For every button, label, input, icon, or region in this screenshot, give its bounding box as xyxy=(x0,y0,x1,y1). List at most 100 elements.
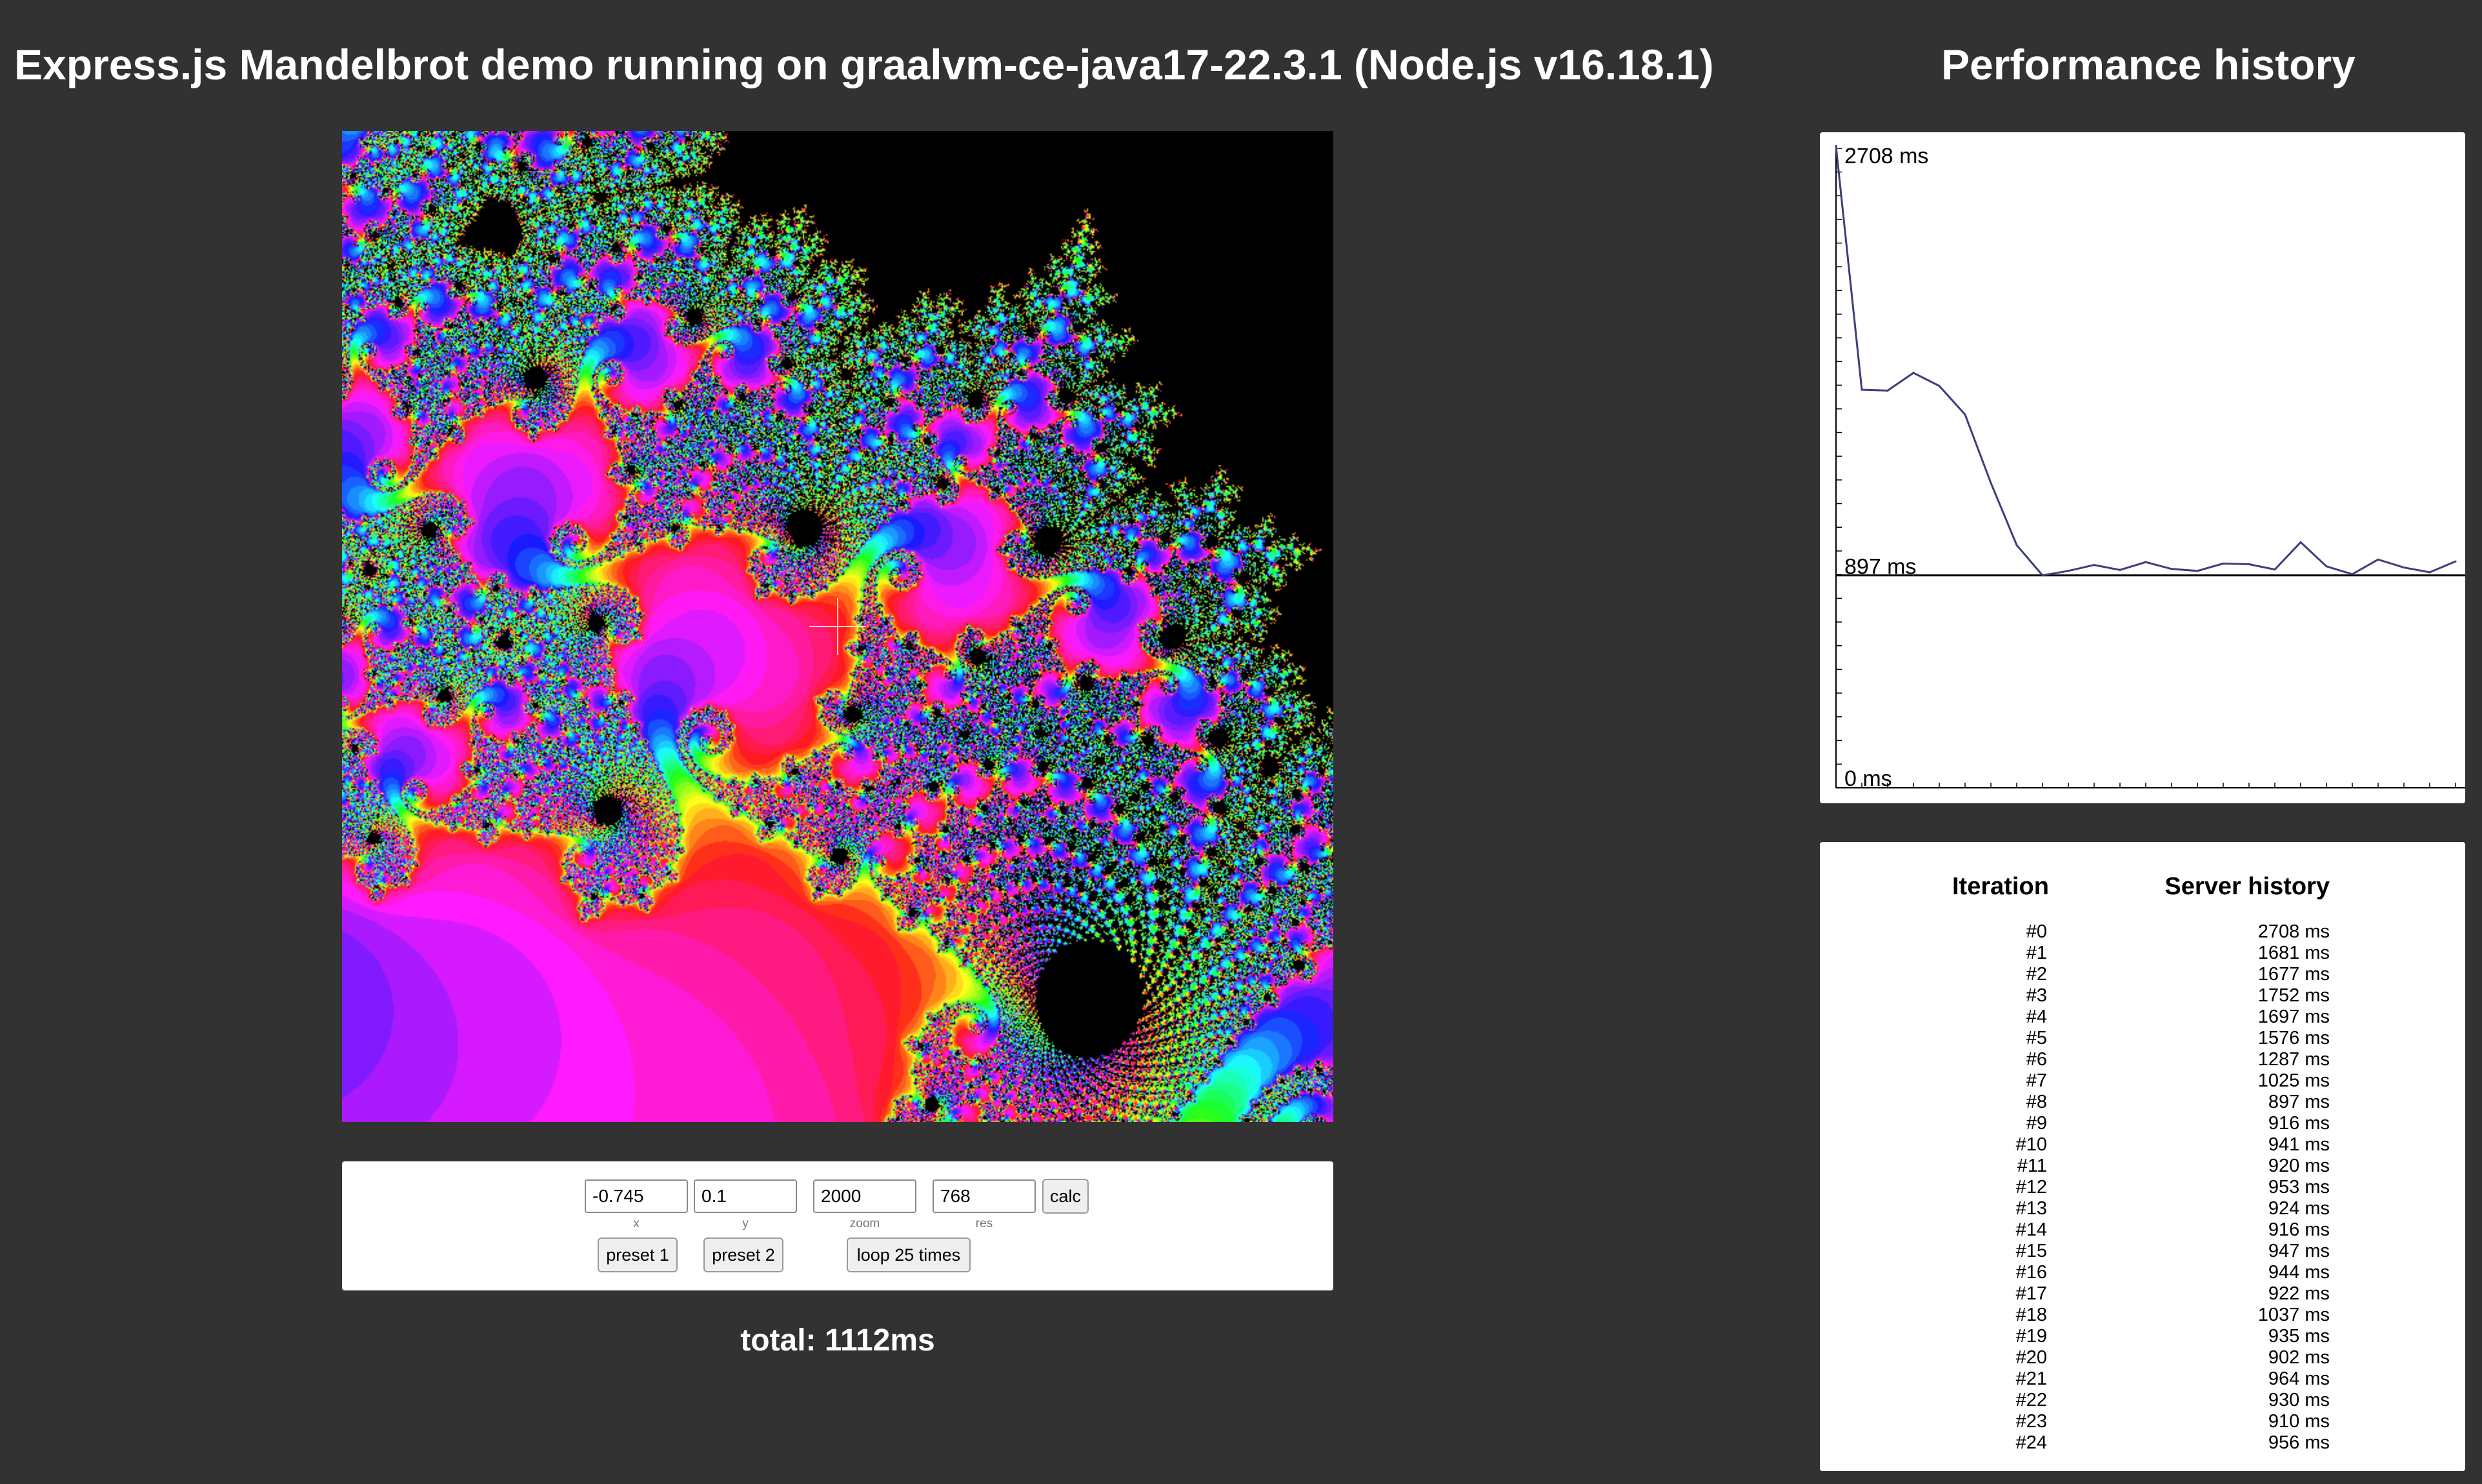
series-line-server-history xyxy=(1835,146,2456,577)
iteration-cell: #22 xyxy=(2015,1390,2047,1410)
server-history-column: 2708 ms 1681 ms 1677 ms 1752 ms 1697 ms 1576 … xyxy=(1820,921,2330,1454)
iteration-cell: #16 xyxy=(2015,1262,2047,1283)
data-point xyxy=(1835,145,1837,148)
data-point xyxy=(2403,567,2405,569)
server-history-cell: 920 ms xyxy=(2268,1156,2330,1176)
preset-2-button[interactable]: preset 2 xyxy=(703,1238,783,1272)
iteration-cell: #3 xyxy=(2026,985,2047,1006)
server-history-cell: 944 ms xyxy=(2268,1262,2330,1283)
data-point xyxy=(2222,562,2225,565)
iteration-cell: #24 xyxy=(2015,1432,2047,1453)
crosshair-icon xyxy=(809,598,866,655)
iteration-cell: #20 xyxy=(2015,1347,2047,1368)
iteration-column: #0 #1 #2 #3 #4 #5 #6 #7 #8 #9 #10 #11 #12 #13 #14 #15 #1… xyxy=(1820,921,2047,1454)
data-point xyxy=(2041,574,2044,577)
data-point xyxy=(2119,568,2121,571)
server-history-cell: 935 ms xyxy=(2268,1326,2330,1347)
history-table-panel: Iteration Server history #0 #1 #2 #3 #4 #5 #6 #… xyxy=(1820,842,2465,1471)
server-history-cell: 1576 ms xyxy=(2257,1028,2330,1048)
iteration-cell: #11 xyxy=(2017,1156,2047,1176)
data-point xyxy=(1912,372,1915,374)
data-point xyxy=(2428,571,2431,574)
iteration-cell: #1 xyxy=(2026,943,2047,963)
data-point xyxy=(2067,570,2070,572)
iteration-cell: #18 xyxy=(2015,1305,2047,1325)
iteration-cell: #23 xyxy=(2015,1411,2047,1432)
server-history-cell: 916 ms xyxy=(2268,1113,2330,1134)
performance-chart: 2708 ms 897 ms 0 ms xyxy=(1835,144,2465,791)
data-point xyxy=(2325,565,2328,568)
data-point xyxy=(2377,558,2379,561)
preset-1-button[interactable]: preset 1 xyxy=(598,1238,678,1272)
server-history-cell: 1037 ms xyxy=(2257,1305,2330,1325)
page-title: Express.js Mandelbrot demo running on gr… xyxy=(14,41,1714,88)
y-input[interactable] xyxy=(694,1179,797,1213)
data-point xyxy=(2454,560,2457,563)
iteration-cell: #8 xyxy=(2026,1092,2047,1112)
server-history-cell: 964 ms xyxy=(2268,1369,2330,1389)
server-history-cell: 897 ms xyxy=(2268,1092,2330,1112)
iteration-cell: #14 xyxy=(2015,1219,2047,1240)
server-history-cell: 924 ms xyxy=(2268,1198,2330,1219)
iteration-cell: #4 xyxy=(2026,1007,2047,1027)
server-history-cell: 1677 ms xyxy=(2257,964,2330,985)
col-header-iteration: Iteration xyxy=(1952,873,2049,900)
iteration-cell: #13 xyxy=(2015,1198,2047,1219)
controls-panel: calc x y zoom res preset 1 preset 2 loop… xyxy=(342,1161,1333,1290)
server-history-cell: 922 ms xyxy=(2268,1283,2330,1304)
y-label: y xyxy=(742,1217,749,1230)
total-time: total: 1112ms xyxy=(740,1323,935,1358)
data-point xyxy=(2274,568,2276,571)
x-label: x xyxy=(633,1217,640,1230)
server-history-cell: 902 ms xyxy=(2268,1347,2330,1368)
data-point xyxy=(1990,482,1992,485)
data-point xyxy=(2093,564,2095,567)
iteration-cell: #15 xyxy=(2015,1241,2047,1261)
performance-chart-panel: 2708 ms 897 ms 0 ms xyxy=(1820,132,2465,803)
calc-button[interactable]: calc xyxy=(1042,1179,1089,1214)
server-history-cell: 2708 ms xyxy=(2257,921,2330,942)
iteration-cell: #21 xyxy=(2015,1369,2047,1389)
iteration-cell: #19 xyxy=(2015,1326,2047,1347)
loop-button[interactable]: loop 25 times xyxy=(847,1238,971,1272)
server-history-cell: 1752 ms xyxy=(2257,985,2330,1006)
server-history-cell: 916 ms xyxy=(2268,1219,2330,1240)
res-label: res xyxy=(975,1217,993,1230)
server-history-cell: 910 ms xyxy=(2268,1411,2330,1432)
zoom-input[interactable] xyxy=(813,1179,916,1213)
data-point xyxy=(1886,389,1889,392)
iteration-cell: #10 xyxy=(2015,1134,2047,1155)
x-input[interactable] xyxy=(585,1179,688,1213)
iteration-cell: #7 xyxy=(2026,1070,2047,1091)
data-point xyxy=(2170,568,2173,570)
performance-title: Performance history xyxy=(1941,41,2356,88)
data-point xyxy=(2299,541,2302,543)
iteration-cell: #5 xyxy=(2026,1028,2047,1048)
y-max-label: 2708 ms xyxy=(1844,144,1928,168)
iteration-cell: #17 xyxy=(2015,1283,2047,1304)
server-history-cell: 1025 ms xyxy=(2257,1070,2330,1091)
iteration-cell: #2 xyxy=(2026,964,2047,985)
data-point xyxy=(2196,570,2199,572)
server-history-cell: 1287 ms xyxy=(2257,1049,2330,1070)
data-point xyxy=(2015,544,2018,546)
res-input[interactable] xyxy=(933,1179,1036,1213)
iteration-cell: #12 xyxy=(2015,1177,2047,1198)
data-point xyxy=(1861,388,1863,391)
col-header-server-history: Server history xyxy=(2164,873,2330,900)
zoom-label: zoom xyxy=(849,1217,880,1230)
y-min-label: 0 ms xyxy=(1844,767,1892,791)
iteration-cell: #0 xyxy=(2026,921,2047,942)
server-history-cell: 947 ms xyxy=(2268,1241,2330,1261)
data-point xyxy=(2248,563,2250,565)
server-history-cell: 930 ms xyxy=(2268,1390,2330,1410)
server-history-cell: 1697 ms xyxy=(2257,1007,2330,1027)
server-history-cell: 941 ms xyxy=(2268,1134,2330,1155)
data-point xyxy=(1964,414,1966,416)
iteration-cell: #6 xyxy=(2026,1049,2047,1070)
data-point xyxy=(2144,561,2147,563)
iteration-cell: #9 xyxy=(2026,1113,2047,1134)
server-history-cell: 956 ms xyxy=(2268,1432,2330,1453)
server-history-cell: 953 ms xyxy=(2268,1177,2330,1198)
y-mid-label: 897 ms xyxy=(1844,555,1917,579)
